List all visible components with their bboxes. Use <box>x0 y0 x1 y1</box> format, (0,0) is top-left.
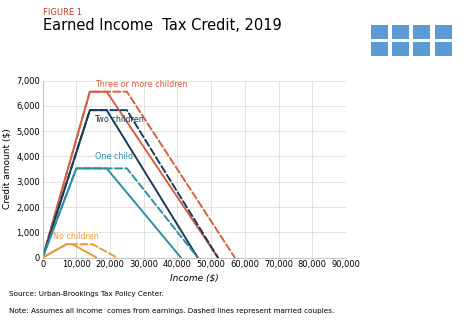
FancyBboxPatch shape <box>392 42 409 56</box>
FancyBboxPatch shape <box>435 25 452 39</box>
X-axis label: Income ($): Income ($) <box>170 274 219 282</box>
FancyBboxPatch shape <box>413 42 430 56</box>
FancyBboxPatch shape <box>371 42 388 56</box>
Text: Note: Assumes all income  comes from earnings. Dashed lines represent married co: Note: Assumes all income comes from earn… <box>9 308 335 314</box>
FancyBboxPatch shape <box>413 25 430 39</box>
Text: Source: Urban-Brookings Tax Policy Center.: Source: Urban-Brookings Tax Policy Cente… <box>9 291 164 298</box>
Text: Three or more children: Three or more children <box>95 80 187 89</box>
Text: Two children: Two children <box>94 115 144 124</box>
FancyBboxPatch shape <box>435 42 452 56</box>
Y-axis label: Credit amount ($): Credit amount ($) <box>3 129 12 209</box>
Text: No children: No children <box>54 232 99 241</box>
Text: FIGURE 1: FIGURE 1 <box>43 8 82 17</box>
Text: One child: One child <box>95 152 133 161</box>
FancyBboxPatch shape <box>392 25 409 39</box>
FancyBboxPatch shape <box>371 25 388 39</box>
Text: TPC: TPC <box>396 62 429 77</box>
Text: Earned Income  Tax Credit, 2019: Earned Income Tax Credit, 2019 <box>43 18 282 33</box>
